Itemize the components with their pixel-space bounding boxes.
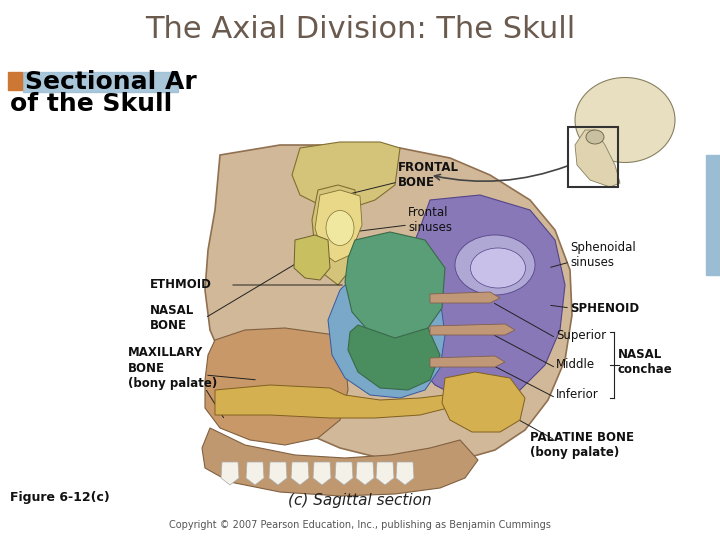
Polygon shape (315, 190, 362, 262)
Polygon shape (348, 325, 440, 390)
Polygon shape (430, 324, 515, 335)
Polygon shape (221, 462, 239, 485)
Polygon shape (312, 185, 358, 285)
Polygon shape (356, 462, 374, 485)
Text: Frontal
sinuses: Frontal sinuses (408, 206, 452, 234)
Text: (c) Sagittal section: (c) Sagittal section (288, 492, 432, 508)
Polygon shape (246, 462, 264, 485)
Polygon shape (345, 232, 445, 342)
Text: Inferior: Inferior (556, 388, 599, 402)
Polygon shape (430, 356, 505, 367)
Ellipse shape (470, 248, 526, 288)
Bar (23, 72, 178, 92)
Text: Copyright © 2007 Pearson Education, Inc., publishing as Benjamin Cummings: Copyright © 2007 Pearson Education, Inc.… (169, 520, 551, 530)
Ellipse shape (455, 235, 535, 295)
Text: MAXILLARY
BONE
(bony palate): MAXILLARY BONE (bony palate) (128, 347, 217, 389)
Polygon shape (328, 268, 445, 398)
Text: NASAL
BONE: NASAL BONE (150, 304, 194, 332)
Ellipse shape (326, 211, 354, 246)
Polygon shape (202, 428, 478, 496)
Polygon shape (402, 195, 565, 400)
Polygon shape (269, 462, 287, 485)
Polygon shape (442, 372, 525, 432)
Polygon shape (205, 328, 348, 445)
Text: of the Skull: of the Skull (10, 92, 172, 116)
Bar (8, 72, 22, 90)
Polygon shape (205, 145, 572, 462)
Polygon shape (430, 292, 500, 303)
Bar (706, 155, 720, 275)
Text: The Axial Division: The Skull: The Axial Division: The Skull (145, 16, 575, 44)
Text: Middle: Middle (556, 359, 595, 372)
Text: Sectional Ar: Sectional Ar (25, 70, 197, 94)
Text: PALATINE BONE
(bony palate): PALATINE BONE (bony palate) (530, 431, 634, 459)
Text: FRONTAL
BONE: FRONTAL BONE (398, 161, 459, 189)
Polygon shape (335, 462, 353, 485)
Polygon shape (575, 130, 620, 187)
Polygon shape (376, 462, 394, 485)
Text: Superior: Superior (556, 328, 606, 341)
Bar (568, 127, 618, 187)
Ellipse shape (575, 78, 675, 163)
Ellipse shape (586, 130, 604, 144)
Text: Figure 6-12(c): Figure 6-12(c) (10, 490, 110, 503)
Polygon shape (292, 142, 400, 210)
Text: SPHENOID: SPHENOID (570, 301, 639, 314)
Polygon shape (215, 385, 448, 418)
Text: Sphenoidal
sinuses: Sphenoidal sinuses (570, 241, 636, 269)
Polygon shape (396, 462, 414, 485)
Polygon shape (294, 235, 330, 280)
Text: NASAL
conchae: NASAL conchae (618, 348, 672, 376)
Text: ETHMOID: ETHMOID (150, 279, 212, 292)
Polygon shape (291, 462, 309, 485)
Polygon shape (313, 462, 331, 485)
